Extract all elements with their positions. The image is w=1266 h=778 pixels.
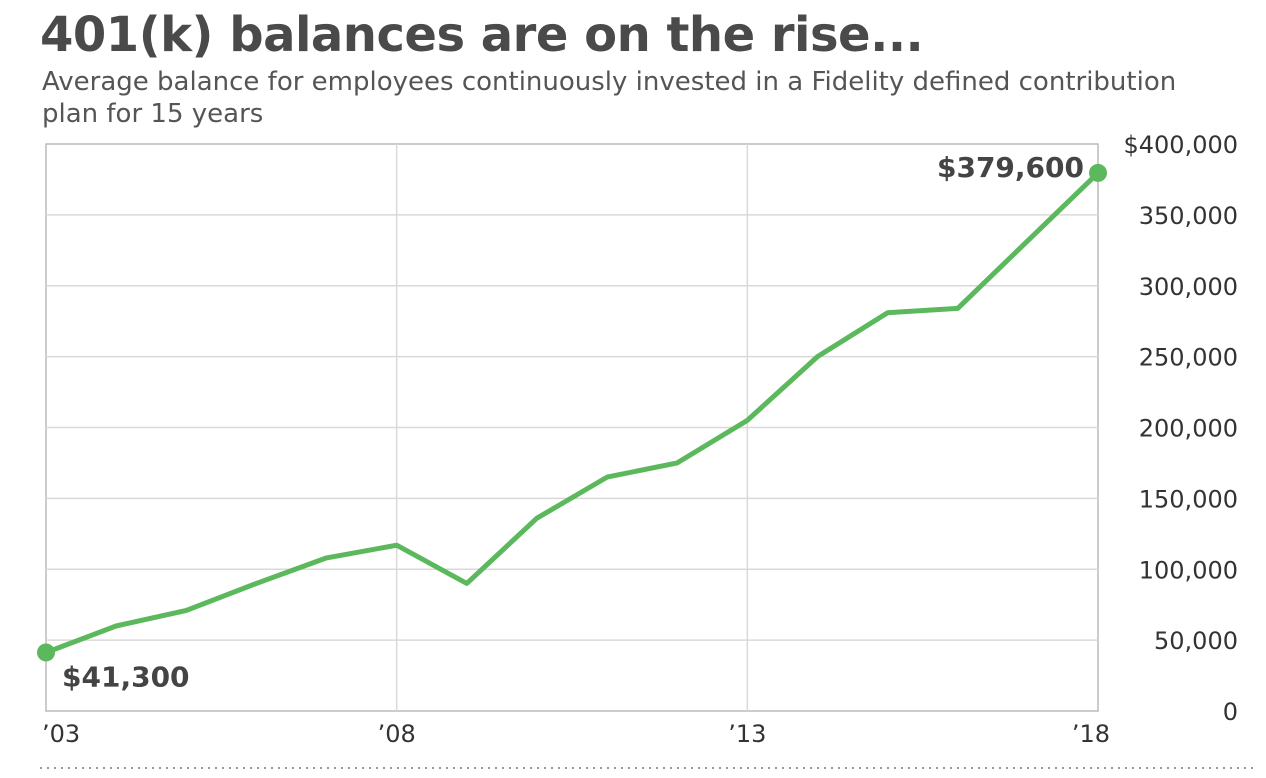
endpoint-dot [1089,163,1107,182]
series-line [43,170,1101,655]
y-tick-label: 250,000 [1139,344,1238,372]
x-tick-label: ’03 [42,720,80,748]
series-layer [43,170,1101,655]
y-tick-label: 300,000 [1139,273,1238,301]
x-tick-label: ’08 [378,720,416,748]
x-tick-label: ’13 [728,720,766,748]
y-tick-label: 0 [1223,698,1238,726]
chart-title: 401(k) balances are on the rise... [40,7,924,63]
annotation-layer: $41,300 $379,600 [37,151,1107,693]
x-tick-label: ’18 [1072,720,1110,748]
chart-subtitle: Average balance for employees continuous… [42,67,1177,129]
y-tick-label: 350,000 [1139,202,1238,230]
y-tick-label: 100,000 [1139,556,1238,584]
value-annotation: $41,300 [62,660,190,693]
y-tick-label: 50,000 [1154,627,1238,655]
y-tick-label: 200,000 [1139,415,1238,443]
grid-layer [40,143,1256,769]
endpoint-dot [37,643,55,662]
y-tick-label: $400,000 [1123,131,1238,159]
tick-layer: 0 50,000 100,000 150,000 200,000 250,000 300,0… [42,131,1238,748]
y-tick-label: 150,000 [1139,485,1238,513]
value-annotation: $379,600 [937,151,1084,184]
